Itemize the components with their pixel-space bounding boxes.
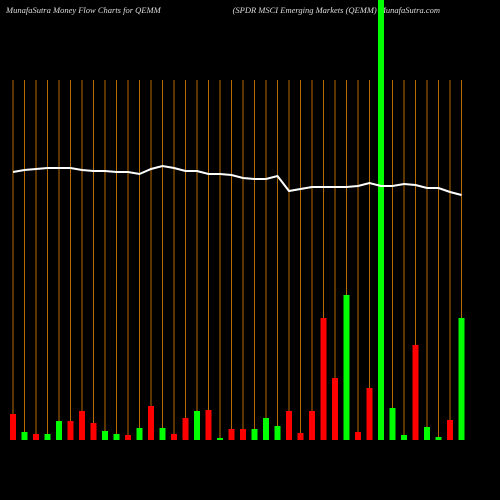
bar [458, 318, 465, 440]
bar [10, 414, 16, 440]
bar [171, 434, 177, 440]
bar [79, 411, 85, 440]
bar [182, 418, 189, 440]
chart-title: MunafaSutra Money Flow Charts for QEMM [5, 5, 162, 15]
bar [320, 318, 327, 440]
bar [286, 411, 292, 440]
chart-subtitle: (SPDR MSCI Emerging Markets (QEMM) Munaf… [233, 5, 440, 15]
bar [424, 427, 430, 440]
bar [251, 429, 258, 440]
bar [148, 406, 154, 440]
bar [263, 418, 269, 440]
bar [194, 411, 200, 440]
bar [435, 437, 442, 440]
bar [113, 434, 120, 440]
bar [21, 432, 28, 440]
bar [228, 429, 235, 440]
bar [401, 435, 407, 440]
bar [44, 434, 51, 440]
bar [378, 0, 384, 440]
bar [136, 428, 143, 440]
bar [389, 408, 396, 440]
bar [366, 388, 373, 440]
bar [447, 420, 453, 440]
bar [125, 435, 131, 440]
bar [240, 429, 246, 440]
bar [90, 423, 97, 440]
bar [412, 345, 419, 440]
bar [309, 411, 315, 440]
bar [217, 438, 223, 440]
bar [159, 428, 166, 440]
bar [355, 432, 361, 440]
bar [274, 426, 281, 440]
bar [33, 434, 39, 440]
bar [67, 421, 74, 440]
bar [205, 410, 212, 440]
bar [102, 431, 108, 440]
money-flow-line [12, 164, 462, 196]
bar [56, 421, 62, 440]
bar [343, 295, 350, 440]
bar [332, 378, 338, 440]
bar [297, 433, 304, 440]
